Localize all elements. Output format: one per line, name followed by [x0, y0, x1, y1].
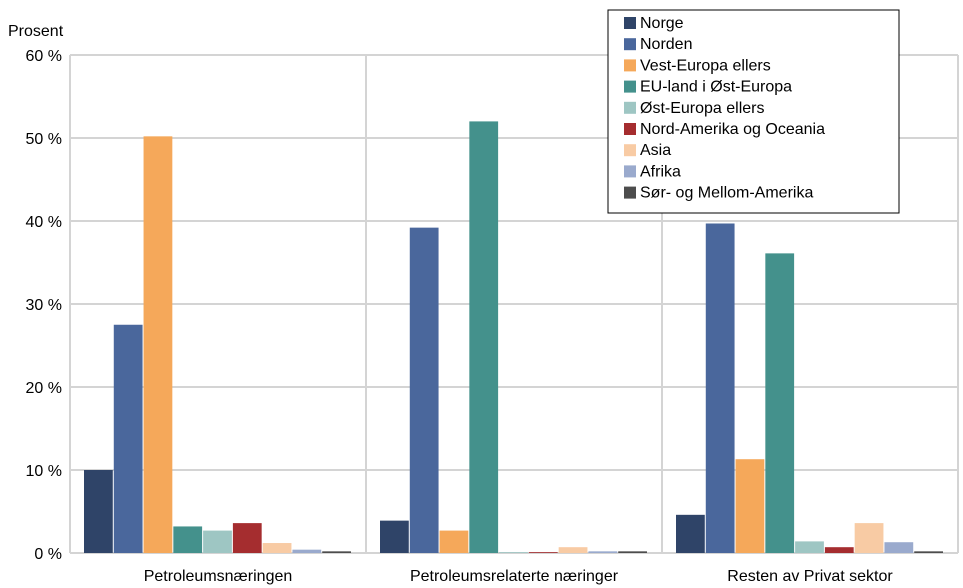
- legend-swatch: [624, 17, 636, 29]
- bar: [499, 552, 528, 553]
- bar: [676, 514, 705, 553]
- bar: [84, 470, 113, 553]
- legend-entry: Øst-Europa ellers: [640, 100, 765, 117]
- bar: [469, 121, 499, 554]
- category-label: Petroleumsnæringen: [144, 568, 293, 585]
- legend-swatch: [624, 80, 636, 93]
- y-tick-label: 0 %: [34, 546, 62, 563]
- bar: [558, 547, 588, 553]
- bar: [292, 549, 322, 553]
- y-axis-label: Prosent: [8, 23, 64, 40]
- bar: [143, 136, 173, 553]
- legend-entry: Norge: [640, 15, 684, 32]
- legend-swatch: [624, 38, 636, 51]
- y-tick-label: 60 %: [26, 48, 62, 65]
- bar: [618, 551, 647, 553]
- legend-swatch: [624, 101, 636, 114]
- bar: [173, 526, 203, 553]
- bar: [854, 523, 884, 553]
- bar: [914, 551, 943, 553]
- legend-swatch: [624, 186, 636, 199]
- legend: Norge Norden Vest-Europa ellers EU-land i Ø…: [607, 9, 900, 214]
- bar: [795, 541, 824, 553]
- y-tick-label: 50 %: [26, 131, 62, 148]
- bar: [765, 253, 795, 553]
- bar: [705, 223, 735, 554]
- legend-swatch: [624, 144, 636, 157]
- legend-entry: Norden: [640, 36, 692, 53]
- bar: [322, 551, 351, 553]
- category-label: Resten av Privat sektor: [727, 568, 893, 585]
- legend-entry: Afrika: [640, 163, 681, 180]
- y-tick-labels: 0 % 10 % 20 % 30 % 40 % 50 % 60 %: [26, 48, 62, 563]
- legend-entry: Sør- og Mellom-Amerika: [640, 185, 813, 202]
- bar: [232, 523, 262, 553]
- bar: [528, 552, 558, 553]
- y-tick-label: 40 %: [26, 214, 62, 231]
- legend-box: [607, 9, 900, 214]
- bar: [588, 551, 618, 553]
- category-label: Petroleumsrelaterte næringer: [410, 568, 619, 585]
- bar: [203, 530, 232, 553]
- legend-swatch: [624, 123, 636, 135]
- bar: [735, 459, 765, 553]
- category-labels: Petroleumsnæringen Petroleumsrelaterte næ…: [144, 568, 894, 585]
- legend-entry: Nord-Amerika og Oceania: [640, 121, 825, 138]
- y-tick-label: 30 %: [26, 297, 62, 314]
- legend-swatch: [624, 165, 636, 178]
- y-tick-label: 20 %: [26, 380, 62, 397]
- legend-entry: EU-land i Øst-Europa: [640, 79, 792, 96]
- bars: [84, 121, 943, 554]
- bar: [262, 543, 292, 553]
- bar: [824, 547, 854, 553]
- y-tick-label: 10 %: [26, 463, 62, 480]
- bar: [439, 530, 469, 553]
- bar: [884, 542, 914, 553]
- bar: [409, 227, 439, 553]
- legend-entry: Asia: [640, 142, 671, 159]
- legend-entry: Vest-Europa ellers: [640, 57, 771, 74]
- bar: [113, 324, 143, 553]
- legend-swatch: [624, 59, 636, 72]
- gridlines: [69, 54, 959, 554]
- bar: [380, 520, 409, 553]
